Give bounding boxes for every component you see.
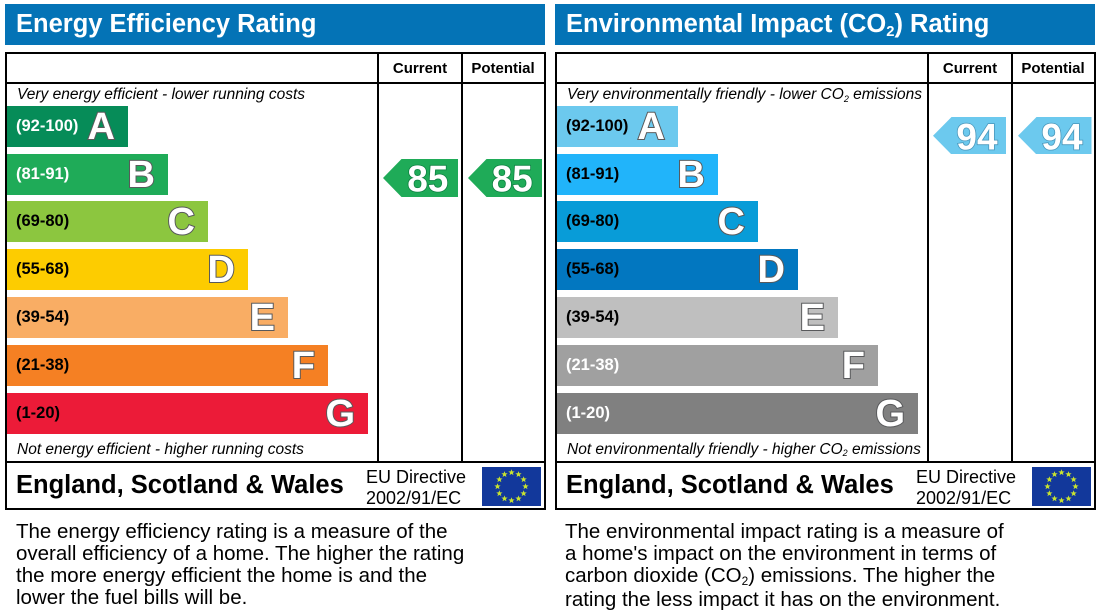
svg-text:85: 85 [407,159,448,197]
svg-text:94: 94 [1041,117,1083,155]
svg-text:94: 94 [956,117,998,155]
svg-text:85: 85 [491,159,532,197]
